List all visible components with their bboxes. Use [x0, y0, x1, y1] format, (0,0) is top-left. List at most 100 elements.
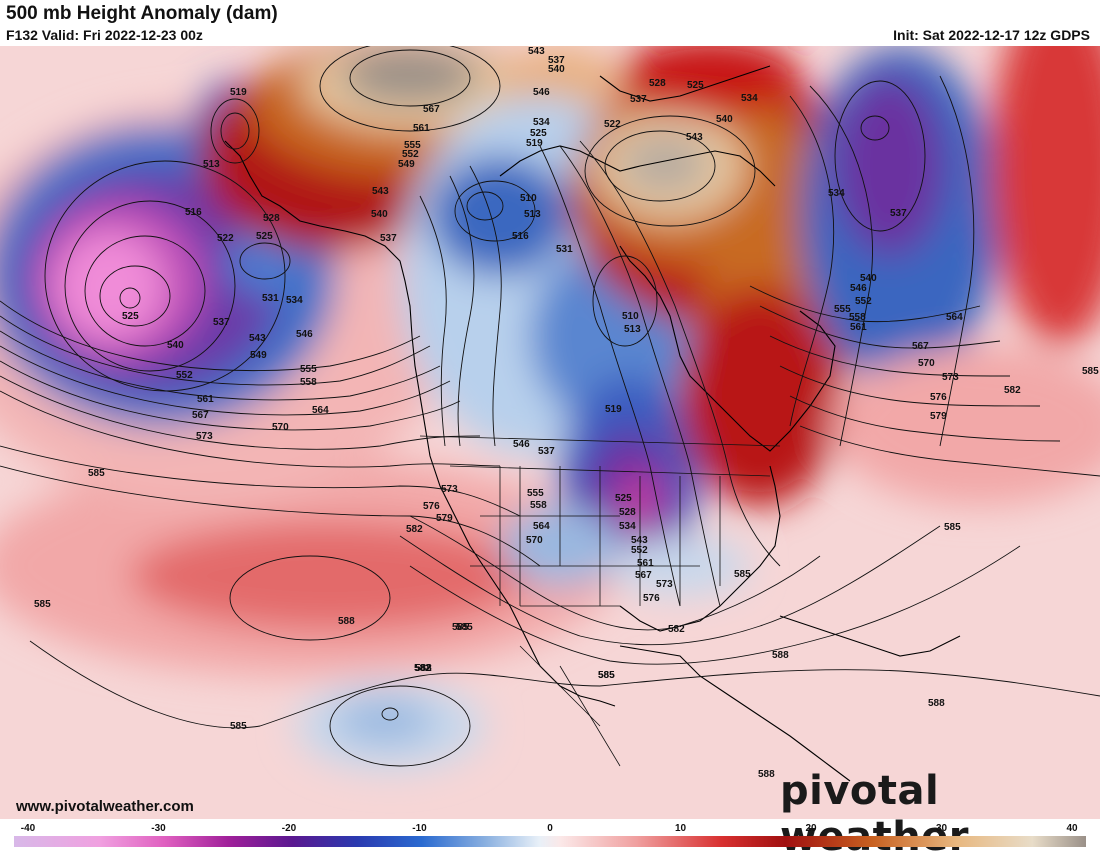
coastlines — [224, 65, 961, 782]
contour-label: 531 — [262, 293, 279, 304]
contour-label: 570 — [918, 358, 935, 369]
colorbar-tick: 30 — [936, 823, 948, 834]
contour-label: 543 — [528, 46, 545, 57]
contour-label: 552 — [631, 545, 648, 556]
contour-label: 558 — [849, 312, 866, 323]
contour-label: 585 — [1082, 366, 1099, 377]
contour-label: 576 — [930, 392, 947, 403]
contour-label: 543 — [631, 535, 648, 546]
contour-label: 534 — [533, 117, 550, 128]
contour-label: 573 — [942, 372, 959, 383]
contour-label: 582 — [406, 524, 423, 535]
contour-label: 561 — [413, 123, 430, 134]
map-header: 500 mb Height Anomaly (dam) F132 Valid: … — [0, 0, 1100, 46]
contour-label: 561 — [850, 322, 867, 333]
contour-label: 564 — [946, 312, 963, 323]
contour-label: 558 — [300, 377, 317, 388]
colorbar: -40 -30 -20 -10 0 10 20 30 40 — [14, 823, 1086, 847]
colorbar-tick: 40 — [1066, 823, 1078, 834]
contour-label: 588 — [928, 698, 945, 709]
contour-label: 537 — [630, 94, 647, 105]
contour-label: 546 — [533, 87, 550, 98]
contour-label: 561 — [197, 394, 214, 405]
contour-label: 525 — [615, 493, 632, 504]
contour-label: 585 — [598, 670, 615, 681]
colorbar-tick: 0 — [547, 823, 553, 834]
contour-label: 519 — [526, 138, 543, 149]
colorbar-tick: -20 — [282, 823, 297, 834]
map-title: 500 mb Height Anomaly (dam) — [6, 3, 278, 24]
contour-label: 573 — [656, 579, 673, 590]
contour-label: 525 — [122, 311, 139, 322]
contour-label: 582 — [668, 624, 685, 635]
colorbar-tick: 10 — [675, 823, 687, 834]
colorbar-tick: -30 — [151, 823, 166, 834]
contour-label: 525 — [687, 80, 704, 91]
contour-label: 510 — [622, 311, 639, 322]
contour-label: 552 — [176, 370, 193, 381]
contour-label: 573 — [196, 431, 213, 442]
contour-label: 540 — [716, 114, 733, 125]
contour-label: 585 — [734, 569, 751, 580]
contour-label: 519 — [605, 404, 622, 415]
colorbar-gradient — [14, 836, 1086, 847]
contour-label: 528 — [649, 78, 666, 89]
contour-label: 513 — [524, 209, 541, 220]
website-url: www.pivotalweather.com — [16, 798, 194, 815]
contour-label: 528 — [619, 507, 636, 518]
init-time: Init: Sat 2022-12-17 12z GDPS — [893, 27, 1090, 43]
contour-label: 552 — [855, 296, 872, 307]
contour-label: 564 — [312, 405, 329, 416]
contour-label: 576 — [423, 501, 440, 512]
contour-label: 534 — [828, 188, 845, 199]
contour-label: 513 — [203, 159, 220, 170]
contour-label: 585 — [456, 622, 473, 633]
contour-label: 573 — [441, 484, 458, 495]
contour-label: 561 — [637, 558, 654, 569]
contour-label: 543 — [372, 186, 389, 197]
contour-label: 540 — [860, 273, 877, 284]
contour-label: 588 — [338, 616, 355, 627]
contour-label: 546 — [850, 283, 867, 294]
contour-label: 582 — [414, 663, 431, 674]
contour-label: 537 — [890, 208, 907, 219]
contour-label: 540 — [548, 64, 565, 75]
contour-label: 525 — [530, 128, 547, 139]
contour-label: 585 — [452, 622, 469, 633]
colorbar-tick: -40 — [21, 823, 36, 834]
contour-label: 570 — [272, 422, 289, 433]
contour-label: 567 — [423, 104, 440, 115]
contour-label: 540 — [167, 340, 184, 351]
contour-label: 585 — [34, 599, 51, 610]
contour-label: 555 — [404, 140, 421, 151]
contour-label: 552 — [402, 149, 419, 160]
contour-label: 543 — [686, 132, 703, 143]
contour-label: 531 — [556, 244, 573, 255]
contour-label: 534 — [286, 295, 303, 306]
contour-label: 537 — [538, 446, 555, 457]
contour-label: 588 — [415, 663, 432, 674]
contour-label: 585 — [598, 670, 615, 681]
contour-label: 510 — [520, 193, 537, 204]
valid-time: F132 Valid: Fri 2022-12-23 00z — [6, 27, 203, 43]
contour-label: 537 — [380, 233, 397, 244]
height-contours — [0, 46, 1100, 767]
contour-label: 576 — [643, 593, 660, 604]
contour-label: 537 — [213, 317, 230, 328]
contour-label: 522 — [217, 233, 234, 244]
contour-label: 588 — [772, 650, 789, 661]
contour-label: 516 — [185, 207, 202, 218]
anomaly-field — [0, 46, 1100, 771]
contour-label: 579 — [436, 513, 453, 524]
contour-label: 567 — [912, 341, 929, 352]
contour-label: 558 — [530, 500, 547, 511]
colorbar-tick: 20 — [805, 823, 817, 834]
contour-label: 519 — [230, 87, 247, 98]
contour-label: 567 — [192, 410, 209, 421]
contour-label: 513 — [624, 324, 641, 335]
contour-label: 555 — [300, 364, 317, 375]
colorbar-tick: -10 — [412, 823, 427, 834]
contour-label: 516 — [512, 231, 529, 242]
contour-label: 582 — [415, 663, 432, 674]
political-borders — [419, 435, 781, 767]
